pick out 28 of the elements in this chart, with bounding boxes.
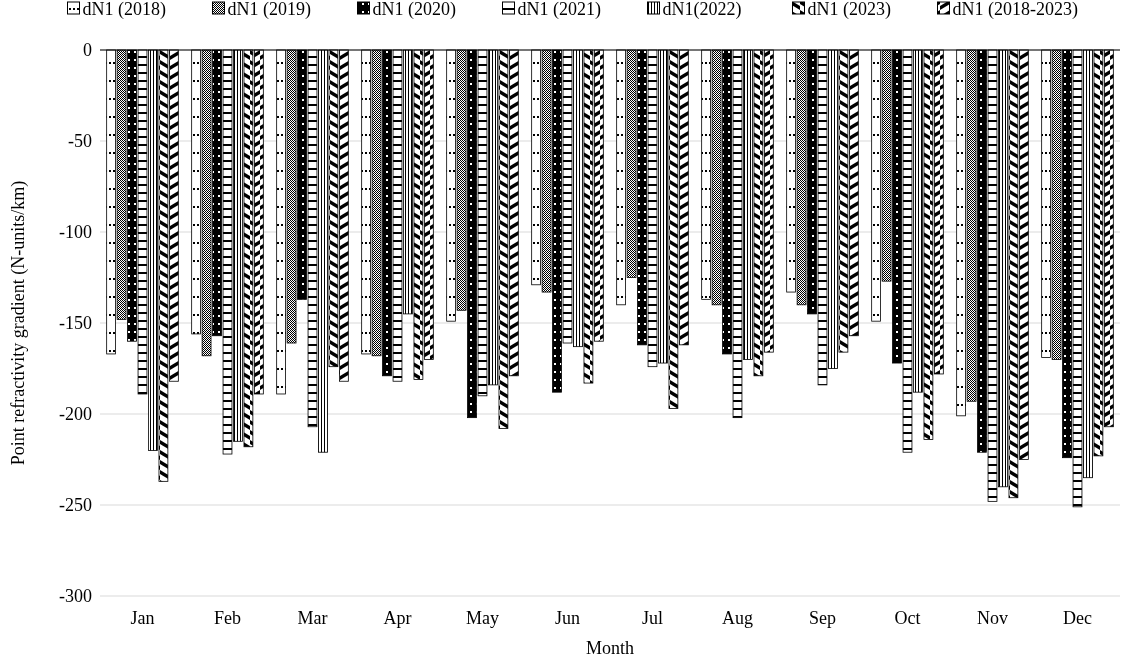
- x-tick-label: Apr: [383, 608, 412, 628]
- x-tick-label: May: [466, 608, 499, 628]
- x-axis-title: Month: [585, 638, 635, 658]
- legend-label: dN1 (2020): [372, 0, 456, 20]
- legend-label: dN1 (2018): [82, 0, 166, 20]
- x-tick-label: Sep: [809, 608, 836, 628]
- x-tick-label: Dec: [1063, 608, 1092, 628]
- legend-label: dN1 (2023): [807, 0, 891, 20]
- x-tick-label: Mar: [297, 608, 328, 628]
- legend-label: dN1 (2021): [517, 0, 601, 20]
- y-tick-label: -50: [68, 131, 92, 152]
- y-tick-label: -150: [59, 313, 92, 334]
- y-tick-label: -100: [59, 222, 92, 243]
- x-tick-label: Nov: [977, 608, 1008, 628]
- x-tick-label: Feb: [214, 608, 241, 628]
- y-tick-label: -300: [59, 586, 92, 607]
- legend-label: dN1 (2018-2023): [952, 0, 1078, 20]
- x-tick-label: Jun: [554, 608, 581, 628]
- legend-label: dN1(2022): [662, 0, 742, 20]
- x-tick-label: Aug: [722, 608, 753, 628]
- legend-label: dN1 (2019): [227, 0, 311, 20]
- y-axis-title: Point refractivity gradient (N-units/km): [8, 180, 29, 466]
- y-tick-label: -200: [59, 404, 92, 425]
- y-tick-label: -250: [59, 495, 92, 516]
- x-tick-label: Jan: [130, 608, 155, 628]
- x-tick-label: Oct: [894, 608, 921, 628]
- y-tick-label: 0: [83, 40, 92, 61]
- x-tick-label: Jul: [641, 608, 664, 628]
